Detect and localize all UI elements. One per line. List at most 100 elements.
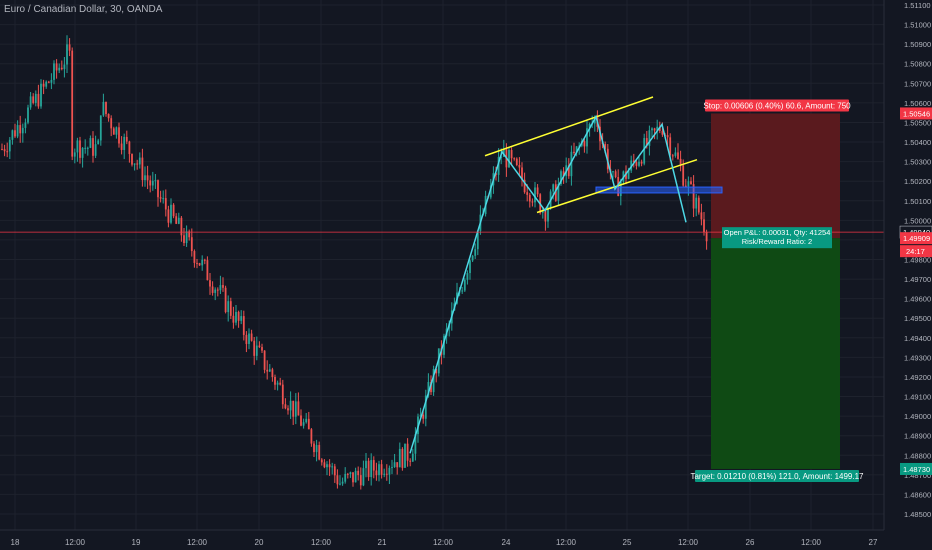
candle-body	[562, 171, 565, 177]
candle-body	[55, 63, 58, 71]
candle-body	[201, 259, 204, 266]
candle-body	[557, 184, 560, 201]
candle-body	[157, 180, 159, 198]
candle-body	[276, 382, 279, 385]
candle-body	[151, 180, 154, 186]
candle-body	[508, 150, 510, 168]
candle-body	[461, 290, 464, 292]
candle-body	[248, 333, 250, 344]
candle-body	[570, 151, 573, 177]
candle-body	[573, 151, 575, 153]
candle-body	[677, 152, 679, 159]
rr-label-text: Risk/Reward Ratio: 2	[742, 237, 812, 246]
candle-body	[284, 404, 287, 409]
candle-body	[287, 408, 289, 411]
time-axis[interactable]: 18 12:00 19 12:00 20 12:00 21 12:00 24 12:00 25 12:…	[0, 529, 884, 547]
candle-body	[567, 165, 570, 177]
pattern-zigzag[interactable]	[409, 114, 687, 454]
candle-body	[383, 473, 386, 475]
price-tick-label: 1.48900	[904, 432, 931, 441]
candle-body	[648, 130, 651, 146]
candle-body	[674, 152, 677, 156]
candle-body	[167, 209, 170, 223]
candle-body	[164, 198, 167, 210]
support-zone-rect[interactable]	[595, 186, 723, 194]
price-axis[interactable]: 1.51100 1.51000 1.50900 1.50800 1.50700 1.506…	[883, 0, 932, 530]
stop-label-text: Stop: 0.00606 (0.40%) 60.6, Amount: 750	[703, 101, 851, 110]
candle-body	[128, 141, 131, 155]
candle-body	[289, 400, 292, 411]
price-tick-label: 1.50800	[904, 60, 931, 69]
candle-body	[419, 414, 422, 417]
price-tick-label: 1.50400	[904, 138, 931, 147]
candle-body	[47, 81, 50, 83]
candle-body	[362, 468, 365, 486]
candle-body	[528, 194, 531, 202]
candle-body	[435, 368, 438, 374]
candle-body	[177, 217, 180, 224]
candle-body	[141, 157, 144, 181]
candle-body	[8, 139, 11, 152]
stop-price-tag: 1.50546	[900, 107, 932, 120]
time-tick-label: 24	[502, 538, 511, 547]
price-tick-label: 1.51000	[904, 21, 931, 30]
candle-body	[349, 472, 352, 475]
candle-body	[651, 128, 653, 131]
candle-body	[554, 184, 557, 201]
candle-body	[242, 316, 245, 335]
candle-body	[534, 187, 536, 203]
candle-body	[237, 311, 240, 321]
stop-price-tag-text: 1.50546	[903, 109, 930, 118]
support-zone[interactable]	[595, 186, 723, 194]
candle-body	[29, 96, 32, 108]
candle-body	[669, 137, 672, 156]
candle-body	[513, 158, 516, 160]
candle-body	[489, 185, 492, 198]
candle-body	[518, 164, 521, 168]
candle-body	[575, 146, 578, 153]
candle-body	[656, 126, 659, 131]
candle-body	[136, 163, 139, 165]
price-tick-label: 1.49300	[904, 353, 931, 362]
time-tick-label: 12:00	[65, 538, 86, 547]
candle-body	[235, 311, 237, 323]
pattern-line[interactable]	[409, 114, 687, 454]
candle-body	[378, 464, 380, 476]
stop-zone-rect	[711, 113, 840, 239]
candle-body	[50, 79, 53, 83]
candle-body	[700, 212, 703, 220]
candle-body	[385, 473, 388, 475]
candle-body	[240, 316, 243, 321]
candle-body	[497, 157, 500, 175]
candle-body	[627, 170, 630, 179]
candle-body	[66, 44, 68, 65]
candle-body	[695, 197, 698, 209]
time-tick-label: 25	[623, 538, 632, 547]
candle-body	[320, 459, 323, 463]
candle-body	[427, 382, 430, 396]
target-price-tag-text: 1.48730	[903, 465, 930, 474]
candle-body	[185, 231, 188, 244]
candle-body	[3, 149, 6, 152]
candle-body	[658, 126, 661, 131]
candle-body	[510, 150, 513, 159]
candle-body	[604, 144, 607, 149]
candle-body	[261, 347, 263, 351]
price-tick-label: 1.48700	[904, 471, 931, 480]
candle-body	[661, 130, 664, 135]
candle-body	[102, 101, 105, 116]
candle-body	[632, 160, 635, 163]
candle-body	[209, 280, 211, 287]
channel-upper-line[interactable]	[484, 96, 654, 157]
time-tick-label: 12:00	[187, 538, 208, 547]
candle-body	[115, 127, 118, 135]
candle-body	[123, 136, 126, 150]
time-tick-label: 20	[255, 538, 264, 547]
candle-body	[344, 473, 347, 482]
candle-body	[645, 138, 648, 146]
target-label-bg	[695, 469, 859, 482]
candle-body	[544, 209, 547, 222]
candle-body	[6, 151, 9, 153]
stop-price-tag-bg	[900, 107, 932, 120]
